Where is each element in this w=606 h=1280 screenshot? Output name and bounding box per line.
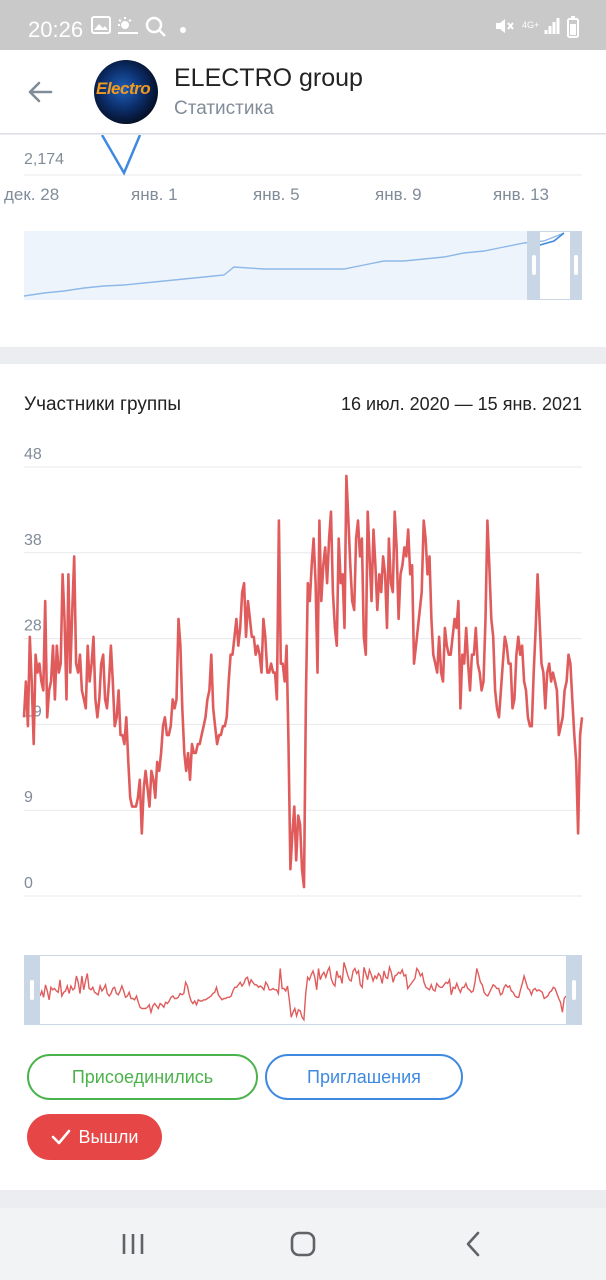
- invites-toggle-button[interactable]: Приглашения: [265, 1054, 463, 1100]
- group-title: ELECTRO group: [174, 64, 363, 92]
- x-tick-label: нояб. 30: [413, 909, 479, 910]
- home-icon: [290, 1231, 316, 1257]
- left-toggle-button[interactable]: Вышли: [27, 1114, 162, 1160]
- members-minimap: [23, 954, 583, 1026]
- x-axis: июл. 25 авг. 26 сент. 27 окт. 29 нояб. 30 янв…: [18, 909, 570, 910]
- handle-grip: [572, 980, 576, 1000]
- left-toggle-label: Вышли: [78, 1126, 139, 1147]
- date-range[interactable]: 16 июл. 2020 — 15 янв. 2021: [340, 394, 582, 414]
- top-chart-minimap: [23, 230, 583, 301]
- page-subtitle: Статистика: [174, 98, 274, 119]
- system-nav-bar: [0, 1208, 606, 1280]
- minimap-window: [23, 954, 583, 1026]
- minimap-shade: [24, 231, 528, 300]
- y-tick-label: 38: [24, 532, 42, 549]
- home-button[interactable]: [283, 1228, 323, 1260]
- top-chart-x-label: янв. 13: [493, 185, 549, 204]
- x-tick-label: июл. 25: [18, 909, 78, 910]
- handle-grip: [30, 980, 34, 1000]
- minimap-series-line: [39, 962, 567, 1022]
- top-chart-plot: [24, 135, 582, 176]
- status-time: 20:26: [28, 17, 84, 42]
- gallery-icon: [91, 16, 111, 34]
- arrow-left-icon: [28, 81, 53, 103]
- back-nav-icon: [466, 1231, 480, 1257]
- search-icon: [145, 16, 166, 37]
- joined-toggle-button[interactable]: Присоединились: [27, 1054, 258, 1100]
- back-button[interactable]: [20, 72, 60, 112]
- top-chart-x-label: янв. 1: [131, 185, 178, 204]
- y-tick-label: 48: [24, 446, 42, 463]
- top-chart-x-label: янв. 9: [375, 185, 422, 204]
- top-chart-x-label: янв. 5: [253, 185, 300, 204]
- y-tick-label: 28: [24, 618, 42, 635]
- x-tick-label: авг. 26: [122, 909, 173, 910]
- x-tick-label: сент. 27: [216, 909, 278, 910]
- members-chart-card: Участники группы 16 июл. 2020 — 15 янв. …: [0, 364, 606, 1190]
- avatar-logo-text: Electro: [96, 79, 151, 98]
- handle-grip: [574, 255, 578, 275]
- series-line-left: [22, 474, 584, 889]
- mute-icon: [496, 19, 514, 33]
- minimap-series-line: [23, 232, 565, 297]
- top-chart-range-selector[interactable]: [23, 230, 583, 301]
- section-divider: [0, 1190, 606, 1208]
- minimap-selected-line: [539, 232, 565, 246]
- chart-title: Участники группы: [24, 394, 182, 415]
- recent-apps-icon: [122, 1234, 144, 1254]
- recent-apps-button[interactable]: [113, 1228, 153, 1260]
- y-tick-label: 0: [24, 875, 33, 892]
- network-label: 4G+: [522, 20, 540, 30]
- x-tick-label: янв. 1: [523, 909, 570, 910]
- checkmark-icon: [51, 1129, 70, 1145]
- system-back-button[interactable]: [453, 1228, 493, 1260]
- members-range-selector[interactable]: [23, 954, 583, 1026]
- handle-grip: [532, 255, 536, 275]
- status-bar: 20:26 4G+: [0, 0, 606, 50]
- views-chart-card: 2,174 дек. 28 янв. 1 янв. 5 янв. 9 янв. …: [0, 135, 606, 347]
- signal-icon: [544, 18, 560, 34]
- top-chart-x-label: дек. 28: [4, 185, 60, 204]
- top-chart-y-label: 2,174: [24, 151, 65, 168]
- dot-icon: [180, 27, 186, 33]
- app-header: Electro ELECTRO group Статистика: [0, 50, 606, 134]
- top-chart-series-line: [100, 135, 142, 176]
- group-avatar[interactable]: Electro: [94, 60, 158, 124]
- y-tick-label: 9: [24, 789, 33, 806]
- weather-icon: [118, 17, 138, 34]
- battery-icon: [567, 16, 579, 38]
- x-tick-label: окт. 29: [321, 909, 372, 910]
